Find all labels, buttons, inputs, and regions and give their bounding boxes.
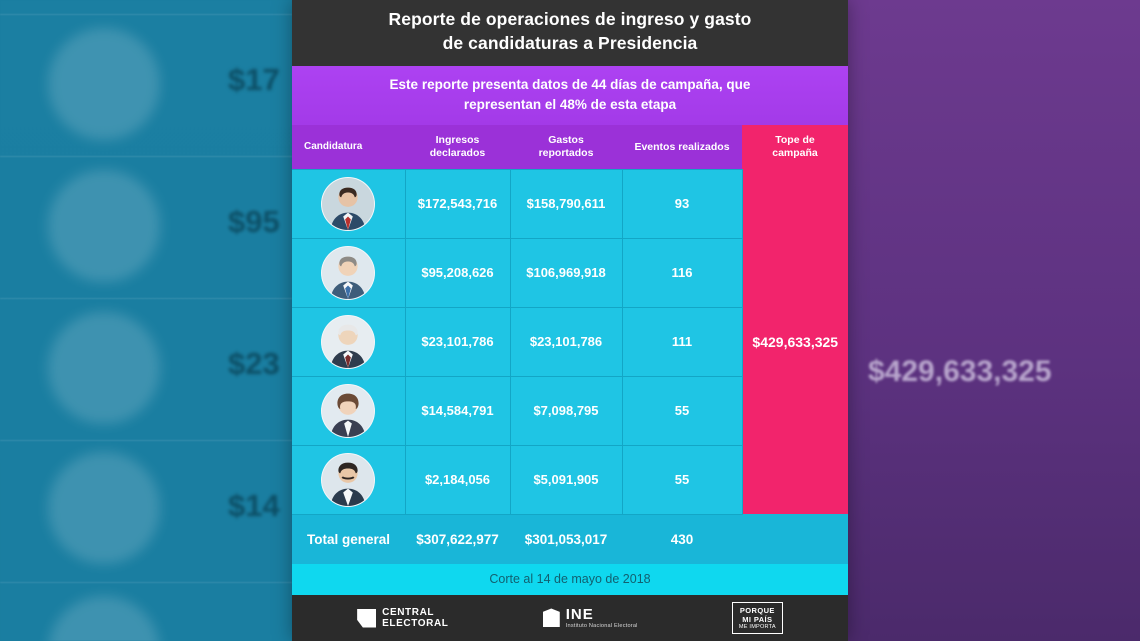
tope-value: $429,633,325: [742, 169, 848, 515]
table-row: $23,101,786 $23,101,786 111: [292, 306, 848, 377]
logo-ine-line1: INE: [565, 606, 594, 624]
eventos-cell: 55: [621, 444, 743, 515]
ingresos-cell: $23,101,786: [404, 306, 511, 377]
card-subtitle-line2: representan el 48% de esta etapa: [463, 96, 677, 112]
column-header-tope-l1: Tope de: [775, 134, 815, 147]
table-body: $172,543,716 $158,790,611 93 $429,633,32…: [292, 168, 848, 515]
eventos-cell: 116: [621, 237, 743, 308]
total-gastos: $301,053,017: [524, 531, 608, 547]
logo-porque-mi-pais: PORQUE MI PAÍS ME IMPORTA: [731, 602, 783, 634]
candidate-photo-3: [321, 314, 376, 369]
logo-ine-line2: Instituto Nacional Electoral: [565, 623, 638, 630]
gastos-cell: $106,969,918: [509, 237, 623, 308]
candidate-cell: [292, 237, 406, 308]
total-row: Total general $307,622,977 $301,053,017 …: [292, 514, 848, 564]
column-header-ingresos: Ingresos declarados: [405, 125, 510, 170]
background-amount-2: $95: [228, 204, 280, 239]
ingresos-cell: $2,184,056: [404, 444, 511, 515]
background-amount-4: $14: [228, 488, 280, 523]
card-subtitle: Este reporte presenta datos de 44 días d…: [292, 66, 848, 126]
table-row: $172,543,716 $158,790,611 93 $429,633,32…: [292, 168, 848, 515]
total-eventos: 430: [670, 531, 694, 547]
background-left-list: $17 $95 $23 $14: [0, 0, 292, 641]
footer-logos: CENTRAL ELECTORAL INE Instituto Nacional…: [292, 595, 848, 641]
table-row: $2,184,056 $5,091,905 55: [292, 444, 848, 515]
column-header-tope: Tope de campaña: [742, 125, 848, 170]
ingresos-cell: $172,543,716: [404, 168, 511, 239]
card-title-line1: Reporte de operaciones de ingreso y gast…: [388, 9, 752, 29]
ingresos-cell: $95,208,626: [404, 237, 511, 308]
background-tope-amount: $429,633,325: [868, 355, 1052, 388]
report-table-wrapper: Candidatura Ingresos declarados Gastos r…: [292, 125, 848, 515]
ine-shield-icon: [542, 608, 560, 628]
logo-central-line1: CENTRAL: [382, 606, 435, 618]
candidate-photo-2: [321, 245, 376, 300]
card-subtitle-line1: Este reporte presenta datos de 44 días d…: [389, 77, 751, 93]
card-title-line2: de candidaturas a Presidencia: [442, 33, 698, 54]
column-header-candidatura: Candidatura: [292, 125, 405, 170]
logo-central-electoral: CENTRAL ELECTORAL: [357, 607, 448, 630]
column-header-ingresos-l1: Ingresos: [435, 134, 480, 147]
logo-porque-line1: PORQUE: [739, 606, 775, 615]
gastos-cell: $23,101,786: [509, 306, 623, 377]
candidate-cell: [292, 168, 406, 239]
background-amount-1: $17: [228, 62, 280, 97]
candidate-photo-1: [321, 176, 376, 231]
logo-porque-line2: MI PAÍS: [742, 615, 773, 624]
report-table: Candidatura Ingresos declarados Gastos r…: [292, 125, 848, 515]
candidate-cell: [292, 375, 406, 446]
candidate-cell: [292, 306, 406, 377]
gastos-cell: $5,091,905: [509, 444, 623, 515]
logo-porque-line3: ME IMPORTA: [738, 624, 776, 630]
card-title: Reporte de operaciones de ingreso y gast…: [292, 0, 848, 67]
candidate-photo-5: [321, 452, 376, 507]
total-label: Total general: [306, 531, 391, 547]
column-header-gastos-l1: Gastos: [548, 134, 584, 147]
gastos-cell: $7,098,795: [509, 375, 623, 446]
logo-ine: INE Instituto Nacional Electoral: [542, 606, 638, 630]
background-amount-3: $23: [228, 346, 280, 381]
report-card: Reporte de operaciones de ingreso y gast…: [292, 0, 848, 641]
cut-off-note: Corte al 14 de mayo de 2018: [292, 564, 848, 595]
column-header-ingresos-l2: declarados: [429, 147, 486, 160]
table-row: $95,208,626 $106,969,918 116: [292, 237, 848, 308]
total-ingresos: $307,622,977: [416, 531, 499, 547]
gastos-cell: $158,790,611: [509, 168, 623, 239]
ingresos-cell: $14,584,791: [404, 375, 511, 446]
background-right-panel: $429,633,325: [848, 0, 1140, 641]
eventos-cell: 93: [621, 168, 743, 239]
table-header-row: Candidatura Ingresos declarados Gastos r…: [292, 125, 848, 170]
column-header-tope-l2: campaña: [772, 147, 818, 160]
central-electoral-icon: [357, 608, 377, 628]
column-header-gastos-l2: reportados: [538, 147, 594, 160]
column-header-gastos: Gastos reportados: [510, 125, 622, 170]
candidate-photo-4: [321, 383, 376, 438]
logo-central-line2: ELECTORAL: [382, 618, 449, 629]
eventos-cell: 111: [621, 306, 743, 377]
candidate-cell: [292, 444, 406, 515]
eventos-cell: 55: [621, 375, 743, 446]
column-header-eventos: Eventos realizados: [622, 125, 742, 170]
table-row: $14,584,791 $7,098,795 55: [292, 375, 848, 446]
